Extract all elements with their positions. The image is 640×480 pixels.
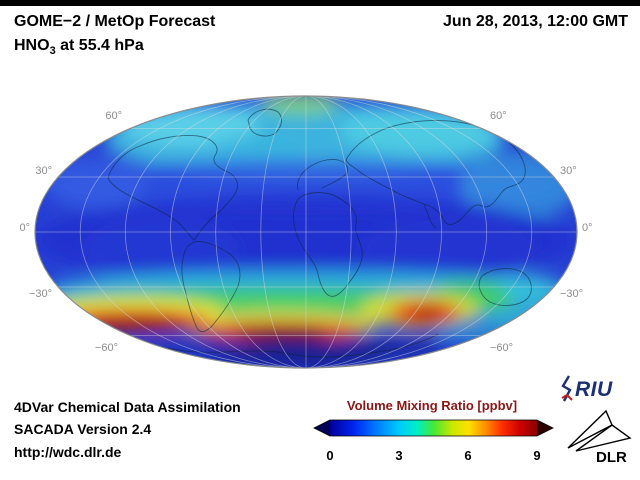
plot-subtitle: HNO3 at 55.4 hPa	[14, 37, 144, 57]
riu-logo-text: RIU	[575, 377, 613, 401]
colorbar-tick-6: 6	[464, 448, 472, 463]
colorbar-tick-9: 9	[533, 448, 541, 463]
lat-label-30n-right: 30°	[560, 165, 577, 177]
colorbar-right-arrow	[537, 420, 553, 436]
colorbar	[313, 419, 554, 437]
colorbar-tick-3: 3	[395, 448, 403, 463]
heatmap-layer	[35, 96, 577, 368]
lat-label-60s-right: −60°	[490, 342, 514, 354]
riu-logo: RIU	[560, 374, 636, 404]
lat-label-60s-left: −60°	[94, 342, 118, 354]
pressure-level: at 55.4 hPa	[55, 37, 144, 54]
lat-label-30n-left: 30°	[35, 165, 52, 177]
lat-label-60n-left: 60°	[105, 110, 122, 122]
top-black-bar	[0, 0, 640, 6]
lat-label-0-left: 0°	[19, 222, 30, 234]
footer-version: SACADA Version 2.4	[14, 421, 152, 437]
lat-label-60n-right: 60°	[490, 110, 507, 122]
lat-label-30s-left: −30°	[28, 288, 52, 300]
lat-label-0-right: 0°	[582, 222, 593, 234]
species-subscript: 3	[49, 45, 56, 57]
riu-zigzag-icon	[561, 375, 573, 402]
map-boundary	[34, 95, 578, 369]
dlr-logo-text: DLR	[596, 449, 627, 466]
lat-label-30s-right: −30°	[560, 288, 584, 300]
forecast-datetime: Jun 28, 2013, 12:00 GMT	[443, 13, 628, 30]
species-name: HNO	[14, 37, 50, 54]
footer-assimilation: 4DVar Chemical Data Assimilation	[14, 399, 241, 415]
footer-url: http://wdc.dlr.de	[14, 444, 122, 460]
dlr-swoosh-icon	[567, 409, 632, 452]
colorbar-gradient	[330, 420, 537, 436]
colorbar-tick-0: 0	[326, 448, 334, 463]
plot-title: GOME−2 / MetOp Forecast	[14, 13, 216, 30]
colorbar-left-arrow	[314, 420, 330, 436]
colorbar-title: Volume Mixing Ratio [ppbv]	[346, 398, 518, 413]
